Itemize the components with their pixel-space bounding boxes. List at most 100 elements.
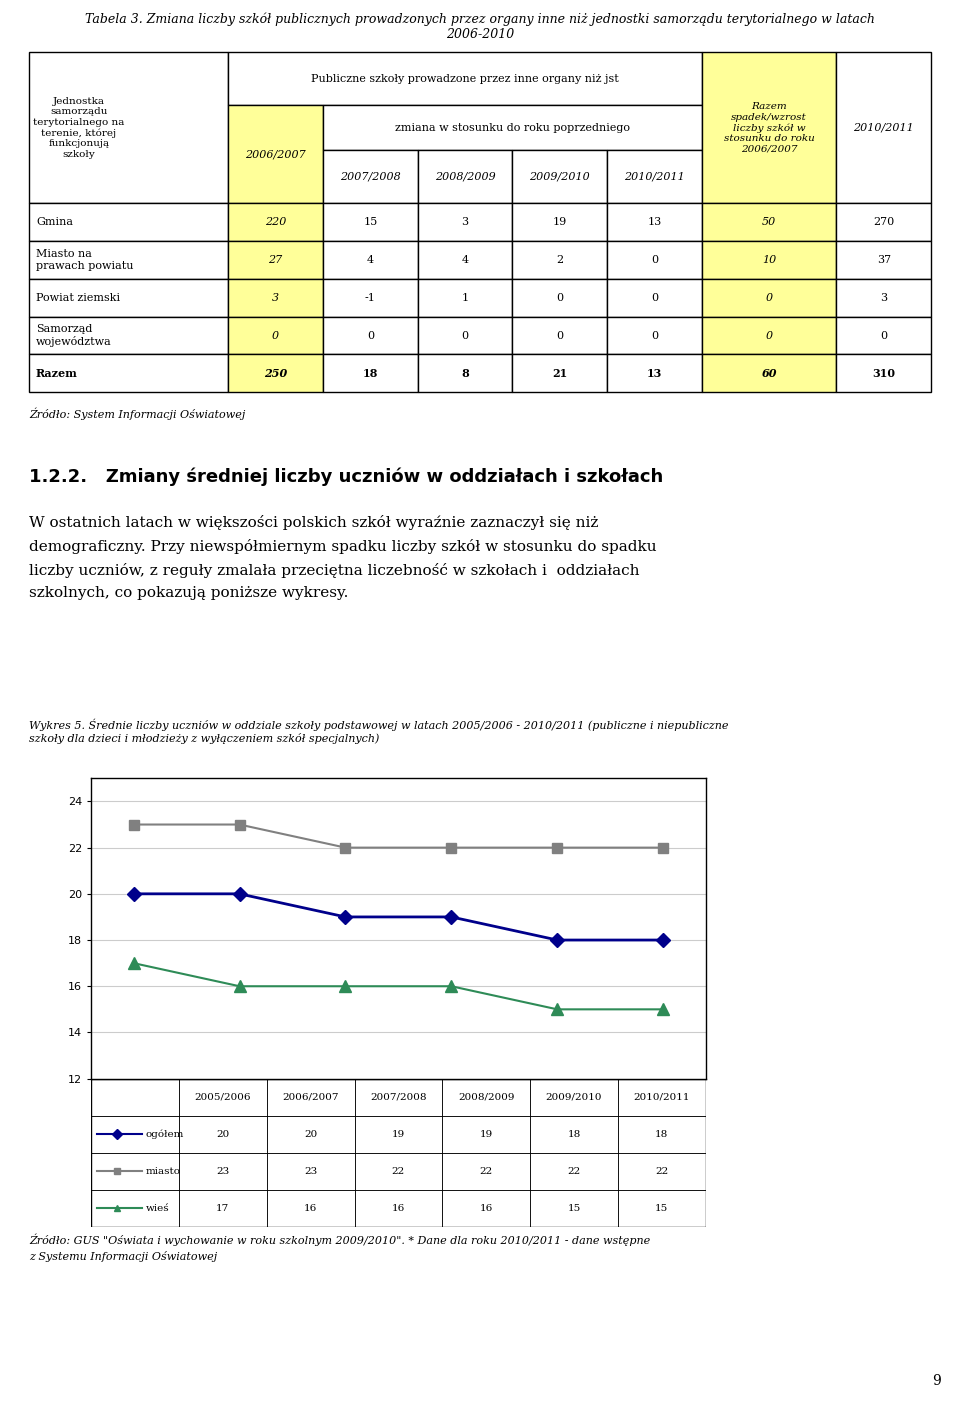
Bar [702,203,836,241]
Text: 0: 0 [462,330,468,341]
Text: 20: 20 [216,1129,229,1139]
Text: wieś: wieś [146,1204,169,1213]
Bar [513,151,607,203]
Bar [267,1190,354,1227]
Text: 1: 1 [462,293,468,303]
Text: 3: 3 [880,293,887,303]
Bar [530,1190,618,1227]
Text: 0: 0 [367,330,373,341]
Bar [836,52,931,203]
Text: 1.2.2.   Zmiany średniej liczby uczniów w oddziałach i szkołach: 1.2.2. Zmiany średniej liczby uczniów w … [29,467,663,486]
Text: 2010/2011: 2010/2011 [624,172,684,182]
Bar [354,1079,443,1115]
Text: 0: 0 [880,330,887,341]
Bar [323,354,418,392]
Bar [443,1190,530,1227]
Text: 4: 4 [462,255,468,265]
Text: Tabela 3. Zmiana liczby szkół publicznych prowadzonych przez organy inne niż jed: Tabela 3. Zmiana liczby szkół publicznyc… [85,13,875,41]
Bar [354,1115,443,1153]
Bar [513,354,607,392]
Bar [836,279,931,317]
Text: 18: 18 [655,1129,668,1139]
Bar [228,106,323,203]
Text: 16: 16 [304,1204,317,1213]
Bar [323,279,418,317]
Bar [530,1079,618,1115]
Text: 22: 22 [392,1166,405,1176]
Text: 18: 18 [567,1129,581,1139]
Bar [29,241,228,279]
Bar [530,1115,618,1153]
Bar [513,279,607,317]
Text: Publiczne szkoły prowadzone przez inne organy niż jst: Publiczne szkoły prowadzone przez inne o… [311,73,619,83]
Bar [323,241,418,279]
Text: 60: 60 [761,368,777,379]
Text: 2: 2 [556,255,564,265]
Bar [267,1153,354,1190]
Text: 0: 0 [766,330,773,341]
Text: 15: 15 [655,1204,668,1213]
Bar [228,279,323,317]
Text: 23: 23 [304,1166,317,1176]
Text: 4: 4 [367,255,373,265]
Text: 18: 18 [363,368,378,379]
Bar [323,317,418,354]
Text: 0: 0 [651,255,658,265]
Bar [418,203,513,241]
Bar [228,317,323,354]
Bar [354,1153,443,1190]
Text: 0: 0 [272,330,279,341]
Bar [29,354,228,392]
Bar [418,279,513,317]
Text: 2005/2006: 2005/2006 [195,1093,252,1101]
Text: 16: 16 [392,1204,405,1213]
Bar [418,354,513,392]
Bar [228,354,323,392]
Bar [607,203,702,241]
Bar [443,1153,530,1190]
Bar [29,203,228,241]
Bar [29,317,228,354]
Text: Źródło: GUS "Oświata i wychowanie w roku szkolnym 2009/2010". * Dane dla roku 20: Źródło: GUS "Oświata i wychowanie w roku… [29,1234,650,1262]
Bar [836,203,931,241]
Bar [607,151,702,203]
Bar [228,241,323,279]
Text: 13: 13 [647,368,662,379]
Text: 19: 19 [480,1129,492,1139]
Text: Razem: Razem [36,368,78,379]
Text: 2010/2011: 2010/2011 [634,1093,690,1101]
Text: 2009/2010: 2009/2010 [545,1093,602,1101]
Text: Razem
spadek/wzrost
liczby szkół w
stosunku do roku
2006/2007: Razem spadek/wzrost liczby szkół w stosu… [724,102,814,154]
Bar [91,1115,179,1153]
Bar [607,317,702,354]
Text: Jednostka
samorządu
terytorialnego na
terenie, której
funkcjonują
szkołу: Jednostka samorządu terytorialnego na te… [34,97,125,158]
Text: 21: 21 [552,368,567,379]
Text: miasto: miasto [146,1166,180,1176]
Bar [179,1115,267,1153]
Text: 2008/2009: 2008/2009 [458,1093,515,1101]
Text: 0: 0 [651,330,658,341]
Bar [607,354,702,392]
Text: 22: 22 [655,1166,668,1176]
Bar [618,1153,706,1190]
Text: 9: 9 [932,1375,941,1387]
Bar [228,203,323,241]
Text: 8: 8 [461,368,468,379]
Bar [618,1115,706,1153]
Bar [443,1115,530,1153]
Text: 2006/2007: 2006/2007 [245,149,306,159]
Text: Wykres 5. Średnie liczby uczniów w oddziale szkoły podstawowej w latach 2005/200: Wykres 5. Średnie liczby uczniów w oddzi… [29,719,729,744]
Bar [530,1153,618,1190]
Text: 22: 22 [567,1166,581,1176]
Bar [418,151,513,203]
Text: 15: 15 [363,217,377,227]
Bar [91,1153,179,1190]
Text: 2009/2010: 2009/2010 [529,172,590,182]
Text: W ostatnich latach w większości polskich szkół wyraźnie zaznaczył się niż
demogr: W ostatnich latach w większości polskich… [29,515,657,599]
Text: 270: 270 [874,217,895,227]
Bar [323,203,418,241]
Text: 27: 27 [269,255,282,265]
Bar [29,279,228,317]
Bar [179,1190,267,1227]
Text: Powiat ziemski: Powiat ziemski [36,293,120,303]
